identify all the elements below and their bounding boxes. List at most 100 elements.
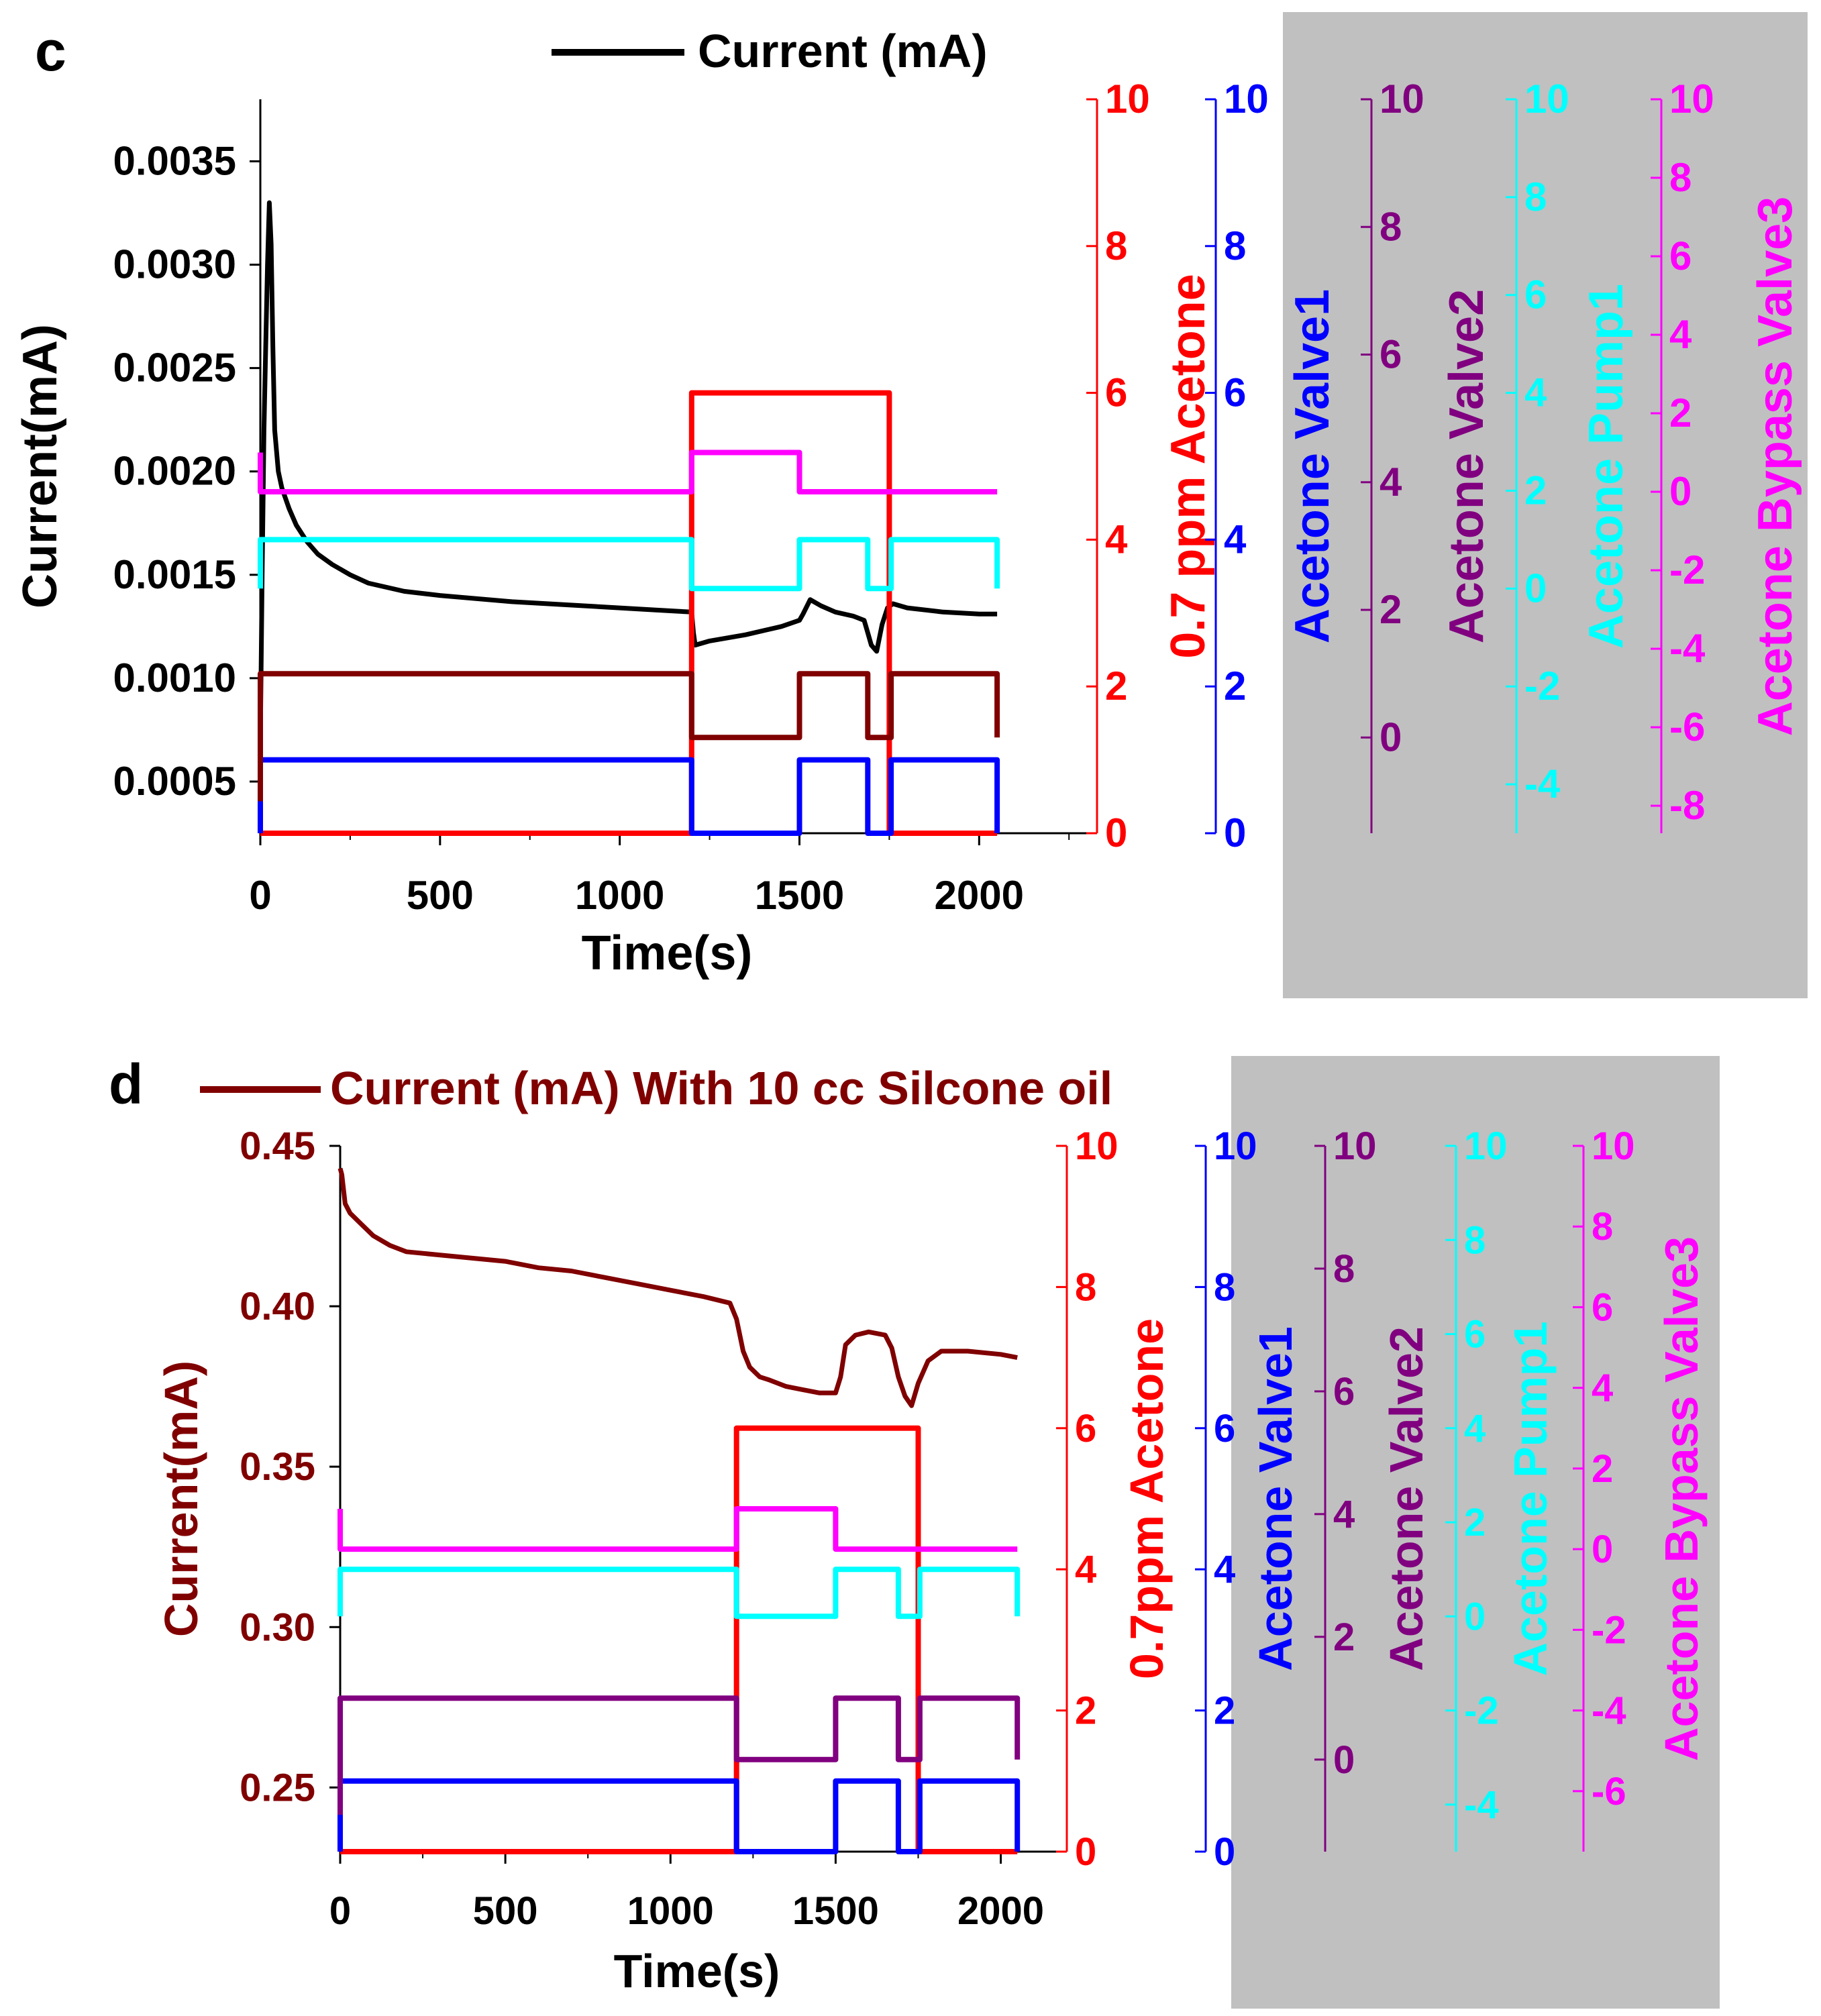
y-axis-title-bypass: Acetone Bypass Valve3 xyxy=(1749,197,1802,736)
y-tick-label-pump1: 8 xyxy=(1464,1218,1486,1262)
y-tick-label-valve2: 10 xyxy=(1333,1124,1377,1168)
y-tick-label-pump1: 8 xyxy=(1524,174,1547,219)
y-tick-label-valve1: 10 xyxy=(1214,1124,1257,1168)
series-line-current xyxy=(337,1167,1018,1408)
y-tick-label-current: 0.0030 xyxy=(113,242,236,287)
y-tick-label-acetone: 10 xyxy=(1105,76,1150,121)
y-tick-label-acetone: 8 xyxy=(1075,1265,1096,1309)
y-tick-label-current: 0.25 xyxy=(240,1766,315,1809)
x-tick-label: 1500 xyxy=(792,1889,879,1933)
y-tick-label-acetone: 2 xyxy=(1105,664,1127,708)
y-tick-label-current: 0.0025 xyxy=(113,346,236,390)
y-axis-title-acetone: 0.7ppm Acetone xyxy=(1121,1318,1173,1679)
y-tick-label-bypass: -2 xyxy=(1592,1608,1626,1652)
y-tick-label-valve2: 4 xyxy=(1333,1493,1355,1536)
legend-label: Current (mA) xyxy=(698,25,988,77)
x-tick-label: 0 xyxy=(329,1889,351,1933)
y-axis-title-valve1: Acetone Valve1 xyxy=(1249,1326,1302,1671)
panel-label: d xyxy=(109,1053,143,1116)
y-tick-label-current: 0.0015 xyxy=(113,552,236,597)
y-tick-label-bypass: 2 xyxy=(1592,1447,1613,1491)
y-tick-label-bypass: -8 xyxy=(1669,783,1705,828)
x-tick-label: 2000 xyxy=(935,873,1024,918)
series-line-bypass xyxy=(258,449,998,494)
y-axis-title-acetone: 0.7 ppm Acetone xyxy=(1161,274,1215,658)
y-tick-label-bypass: 10 xyxy=(1592,1124,1635,1168)
y-tick-label-valve2: 4 xyxy=(1380,460,1402,505)
x-axis-title: Time(s) xyxy=(582,926,753,980)
y-axis-title-current: Current(mA) xyxy=(13,324,67,608)
x-tick-label: 1500 xyxy=(755,873,844,918)
y-tick-label-valve2: 8 xyxy=(1380,204,1402,249)
y-tick-label-acetone: 6 xyxy=(1075,1407,1096,1450)
y-tick-label-valve2: 6 xyxy=(1380,332,1402,377)
panel-c: c0 500 1000 1500 2000Time(s)0.00050.00100.00… xyxy=(13,12,1808,998)
y-tick-label-valve1: 8 xyxy=(1214,1265,1235,1309)
y-tick-label-valve2: 2 xyxy=(1380,587,1402,632)
y-tick-label-pump1: -2 xyxy=(1464,1689,1499,1733)
y-tick-label-valve2: 6 xyxy=(1333,1370,1355,1414)
y-tick-label-current: 0.0010 xyxy=(113,655,236,700)
gray-axis-background xyxy=(1231,1056,1720,2009)
y-tick-label-current: 0.40 xyxy=(240,1285,315,1328)
y-tick-label-current: 0.45 xyxy=(240,1124,315,1168)
y-tick-label-bypass: -4 xyxy=(1592,1689,1626,1733)
y-tick-label-bypass: 8 xyxy=(1669,155,1692,200)
series-line-current xyxy=(258,200,998,741)
y-tick-label-pump1: -4 xyxy=(1464,1783,1499,1827)
y-tick-label-current: 0.0035 xyxy=(113,138,236,183)
y-axis-title-pump1: Acetone Pump1 xyxy=(1504,1322,1557,1677)
y-tick-label-bypass: -2 xyxy=(1669,547,1705,592)
y-tick-label-acetone: 10 xyxy=(1075,1124,1118,1168)
series-line-valve2 xyxy=(337,1695,1021,1815)
y-tick-label-pump1: 2 xyxy=(1464,1501,1486,1544)
y-tick-label-pump1: 0 xyxy=(1464,1595,1486,1638)
series-line-pump1 xyxy=(337,1567,1021,1620)
x-tick-label: 500 xyxy=(407,873,474,918)
y-tick-label-valve2: 10 xyxy=(1380,76,1424,121)
y-tick-label-bypass: -6 xyxy=(1592,1770,1626,1813)
y-tick-label-valve1: 2 xyxy=(1214,1689,1235,1733)
y-axis-title-bypass: Acetone Bypass Valve3 xyxy=(1655,1236,1708,1761)
y-tick-label-bypass: 4 xyxy=(1592,1367,1613,1410)
y-tick-label-bypass: 2 xyxy=(1669,390,1692,435)
y-tick-label-bypass: 8 xyxy=(1592,1205,1613,1249)
y-tick-label-valve1: 4 xyxy=(1224,517,1247,562)
y-tick-label-pump1: 10 xyxy=(1524,76,1569,121)
y-axis-title-pump1: Acetone Pump1 xyxy=(1579,284,1633,649)
y-tick-label-bypass: 6 xyxy=(1669,233,1692,278)
y-tick-label-valve2: 0 xyxy=(1333,1738,1355,1782)
y-tick-label-pump1: 0 xyxy=(1524,566,1547,611)
y-tick-label-current: 0.0020 xyxy=(113,449,236,494)
y-tick-label-pump1: -2 xyxy=(1524,664,1560,708)
x-tick-label: 1000 xyxy=(627,1889,714,1933)
y-tick-label-valve1: 0 xyxy=(1214,1830,1235,1874)
y-axis-title-valve1: Acetone Valve1 xyxy=(1286,289,1339,643)
y-tick-label-bypass: 4 xyxy=(1669,312,1692,357)
y-tick-label-valve1: 0 xyxy=(1224,810,1246,855)
y-tick-label-acetone: 4 xyxy=(1075,1548,1096,1591)
y-axis-title-current: Current(mA) xyxy=(155,1361,207,1637)
y-tick-label-bypass: -6 xyxy=(1669,704,1705,749)
y-tick-label-valve1: 2 xyxy=(1224,664,1246,708)
y-axis-title-valve2: Acetone Valve2 xyxy=(1440,289,1494,643)
y-tick-label-bypass: 0 xyxy=(1592,1528,1613,1571)
y-tick-label-valve2: 2 xyxy=(1333,1615,1355,1659)
y-tick-label-acetone: 0 xyxy=(1075,1830,1096,1874)
y-tick-label-pump1: -4 xyxy=(1524,761,1561,806)
y-tick-label-valve1: 4 xyxy=(1214,1548,1235,1591)
x-tick-label: 2000 xyxy=(957,1889,1044,1933)
y-tick-label-valve2: 0 xyxy=(1380,714,1402,759)
legend-label: Current (mA) With 10 cc Silcone oil xyxy=(330,1062,1112,1114)
y-tick-label-pump1: 10 xyxy=(1464,1124,1508,1168)
y-tick-label-pump1: 2 xyxy=(1524,468,1547,513)
y-tick-label-bypass: -4 xyxy=(1669,626,1706,671)
series-line-valve1 xyxy=(258,757,1000,836)
x-tick-label: 1000 xyxy=(575,873,664,918)
y-tick-label-valve1: 6 xyxy=(1214,1407,1235,1450)
y-tick-label-valve2: 8 xyxy=(1333,1247,1355,1291)
panel-label: c xyxy=(35,19,66,83)
y-tick-label-bypass: 6 xyxy=(1592,1285,1613,1329)
y-tick-label-current: 0.30 xyxy=(240,1605,315,1649)
